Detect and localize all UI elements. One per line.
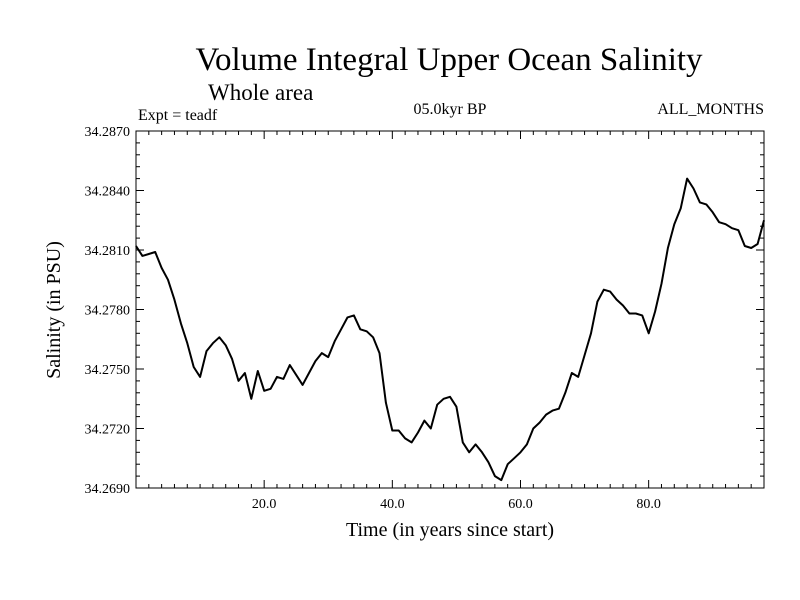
x-tick-label: 60.0: [508, 497, 533, 512]
y-tick-label: 34.2810: [85, 244, 131, 259]
salinity-series-line: [135, 177, 765, 482]
x-tick-label: 80.0: [636, 497, 661, 512]
months-label: ALL_MONTHS: [657, 101, 764, 118]
y-tick-label: 34.2750: [85, 363, 131, 378]
x-axis-label: Time (in years since start): [346, 519, 554, 541]
chart-title: Volume Integral Upper Ocean Salinity: [195, 42, 703, 78]
y-tick-label: 34.2840: [85, 185, 131, 200]
y-tick-label: 34.2690: [85, 482, 131, 497]
plot-frame: [135, 130, 765, 489]
x-axis: 20.0 40.0 60.0 80.0: [252, 131, 661, 512]
period-label: 05.0kyr BP: [414, 101, 487, 118]
x-tick-label: 20.0: [252, 497, 277, 512]
minor-ticks: [136, 131, 764, 488]
y-axis-label: Salinity (in PSU): [43, 241, 65, 379]
x-tick-label: 40.0: [380, 497, 405, 512]
experiment-label: Expt = teadf: [138, 107, 218, 124]
y-tick-label: 34.2870: [85, 125, 131, 140]
chart-subtitle: Whole area: [208, 80, 313, 105]
y-tick-label: 34.2720: [85, 423, 131, 438]
y-tick-label: 34.2780: [85, 304, 131, 319]
y-axis: 34.2690 34.2720 34.2750 34.2780 34.2810 34.28…: [85, 125, 764, 497]
